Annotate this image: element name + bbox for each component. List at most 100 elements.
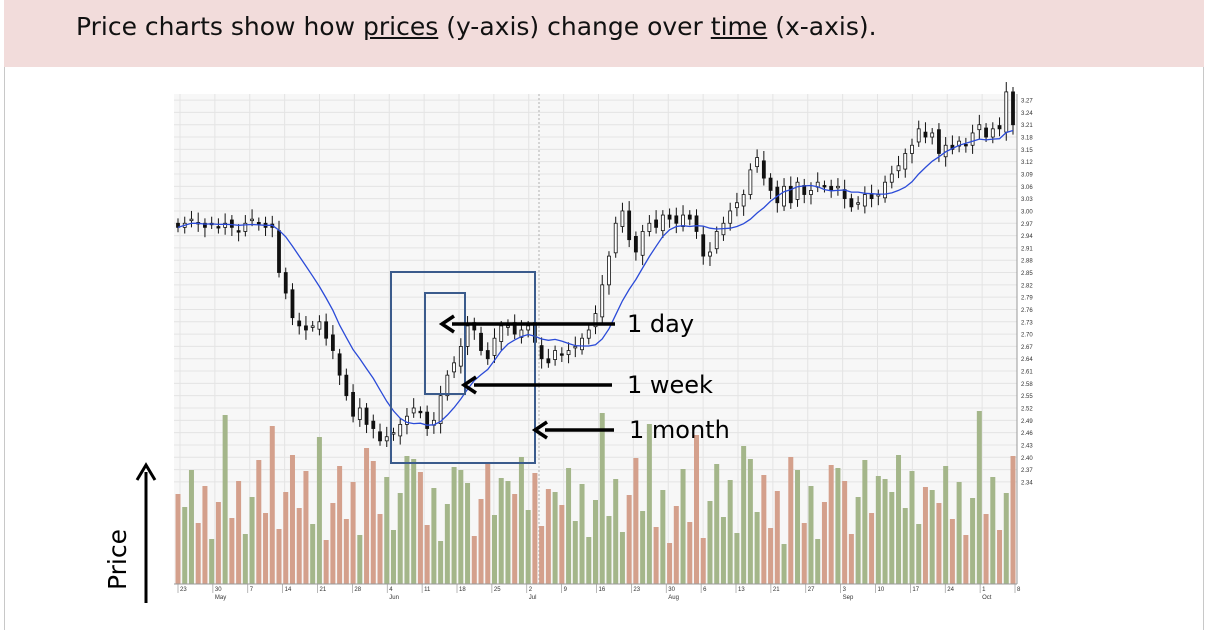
- volume-bar: [599, 413, 605, 584]
- x-day-tick-label: 10: [878, 587, 885, 593]
- candle-body: [620, 210, 625, 227]
- x-day-tick-label: 3: [843, 587, 847, 593]
- candle-body: [735, 202, 739, 209]
- volume-bar: [613, 479, 619, 584]
- candle-body: [425, 411, 430, 429]
- moving-average-line: [177, 129, 1014, 426]
- x-day-tick-label: 14: [285, 587, 292, 593]
- title-part-3: (x-axis).: [767, 12, 877, 41]
- candle-body: [997, 125, 1002, 130]
- y-tick-label: 3.09: [1021, 173, 1033, 179]
- volume-bar: [303, 471, 309, 584]
- volume-bar: [316, 437, 322, 584]
- y-tick-label: 3.24: [1021, 111, 1033, 117]
- y-tick-label: 2.88: [1021, 259, 1033, 265]
- candle-body: [351, 391, 355, 417]
- candle-body: [836, 185, 840, 189]
- volume-bar: [384, 477, 390, 584]
- candle-body: [405, 415, 409, 425]
- candle-body: [499, 325, 504, 342]
- candle-body: [896, 165, 901, 172]
- x-day-tick-label: 16: [599, 587, 606, 593]
- y-tick-label: 3.21: [1021, 123, 1033, 129]
- volume-bar: [539, 526, 545, 584]
- volume-bar: [283, 492, 289, 584]
- candle-body: [856, 202, 861, 205]
- volume-bar: [949, 519, 955, 584]
- candle-body: [492, 337, 497, 356]
- y-tick-label: 2.34: [1021, 480, 1033, 486]
- candle-body: [458, 346, 463, 367]
- candle-body: [539, 345, 544, 360]
- volume-bar: [478, 499, 484, 584]
- volume-bar: [209, 539, 215, 584]
- callout-1-week: 1 week: [627, 371, 713, 399]
- candle-body: [324, 321, 329, 339]
- volume-bar: [875, 476, 881, 584]
- x-day-tick-label: 18: [459, 587, 466, 593]
- y-tick-label: 3.15: [1021, 148, 1033, 154]
- y-tick-label: 3.18: [1021, 136, 1033, 142]
- candle-body: [553, 350, 557, 360]
- volume-bar: [889, 492, 895, 584]
- week-box: [424, 292, 466, 395]
- volume-bar: [559, 505, 565, 584]
- volume-bar: [633, 458, 639, 584]
- volume-bar: [821, 502, 827, 584]
- volume-bar: [263, 513, 269, 584]
- y-tick-label: 2.82: [1021, 283, 1033, 289]
- candle-body: [317, 321, 322, 330]
- volume-bar: [707, 501, 713, 584]
- volume-bar: [424, 525, 430, 584]
- candle-body: [862, 194, 867, 207]
- candle-body: [283, 272, 288, 294]
- candle-body: [243, 222, 248, 232]
- volume-bar: [673, 506, 679, 584]
- candle-body: [963, 144, 968, 147]
- volume-bar: [983, 514, 989, 584]
- candle-body: [916, 128, 921, 143]
- candle-body: [371, 420, 376, 429]
- candle-body: [809, 190, 813, 195]
- volume-bar: [667, 543, 673, 584]
- volume-bar: [815, 539, 821, 584]
- volume-bar: [370, 461, 376, 584]
- volume-bar: [195, 523, 201, 584]
- candle-body: [600, 284, 605, 318]
- candle-body: [566, 350, 571, 356]
- y-tick-label: 2.73: [1021, 320, 1033, 326]
- candle-body: [519, 329, 524, 338]
- candle-body: [613, 222, 618, 254]
- volume-bar: [694, 435, 700, 584]
- volume-bar: [249, 497, 255, 584]
- y-tick-label: 3.03: [1021, 197, 1033, 203]
- volume-bar: [781, 544, 787, 584]
- volume-bar: [606, 516, 612, 584]
- volume-bar: [242, 534, 248, 584]
- candle-body: [694, 215, 699, 232]
- y-tick-label: 3.27: [1021, 99, 1033, 105]
- volume-bar: [296, 508, 302, 584]
- callout-1-day: 1 day: [627, 310, 695, 338]
- x-month-tick-label: Jun: [389, 595, 399, 601]
- x-day-tick-label: 23: [180, 587, 187, 593]
- volume-bar: [269, 426, 275, 584]
- arrow-1-week-head: [460, 375, 477, 395]
- volume-bar: [970, 498, 976, 584]
- volume-bar: [458, 470, 464, 584]
- candle-body: [223, 222, 228, 228]
- volume-bar: [276, 529, 282, 584]
- candle-body: [681, 214, 685, 227]
- candle-body: [647, 222, 652, 232]
- x-day-tick-label: 27: [808, 587, 815, 593]
- volume-bar: [768, 528, 774, 584]
- volume-bar: [337, 466, 343, 584]
- candle-body: [364, 407, 369, 425]
- volume-bar: [687, 522, 693, 584]
- volume-bar: [741, 446, 747, 584]
- volume-bar: [646, 424, 652, 584]
- candle-body: [580, 337, 584, 351]
- volume-bar: [525, 510, 531, 584]
- volume-bar: [795, 470, 801, 584]
- volume-bar: [896, 455, 902, 584]
